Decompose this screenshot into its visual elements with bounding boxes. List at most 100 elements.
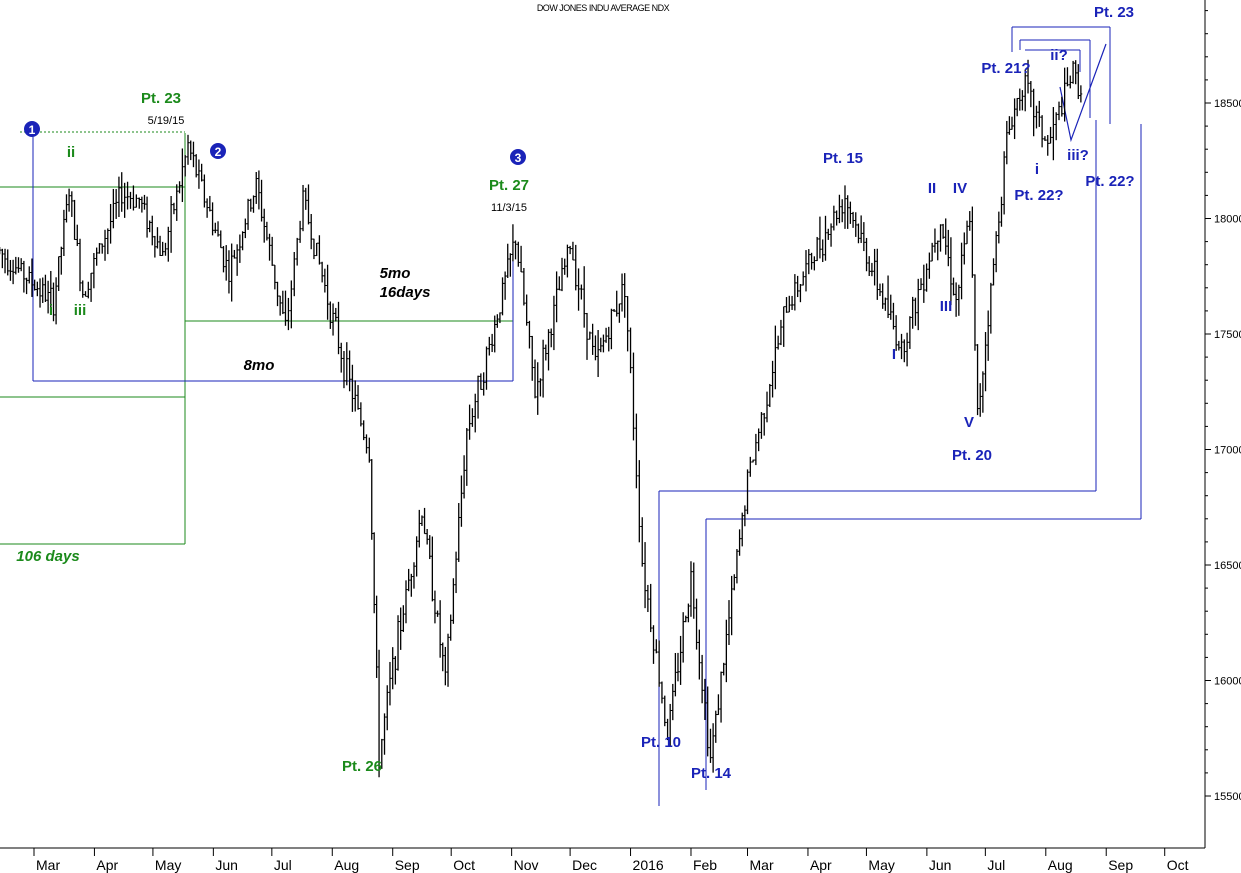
price-bar <box>348 350 352 392</box>
price-bar <box>175 184 179 221</box>
price-bar <box>676 652 680 682</box>
price-bar <box>623 273 627 318</box>
price-bar <box>815 236 819 262</box>
price-bar <box>503 271 507 300</box>
price-bar <box>433 590 437 624</box>
price-bar <box>137 197 141 209</box>
price-bar <box>799 283 802 303</box>
price-bar <box>169 196 173 253</box>
price-bar <box>922 264 926 303</box>
price-bar <box>180 148 184 203</box>
price-bar <box>686 603 690 623</box>
price-bar <box>17 257 20 273</box>
price-bar <box>189 140 193 161</box>
price-bar <box>765 391 769 423</box>
x-tick-label: Sep <box>1108 857 1133 873</box>
price-bar <box>222 246 225 273</box>
label-date-pt27: 11/3/15 <box>491 202 527 214</box>
price-bar <box>485 346 488 390</box>
price-bar <box>925 263 928 292</box>
price-bar <box>626 296 630 352</box>
price-bar <box>243 218 247 239</box>
price-bar <box>900 333 903 360</box>
price-bar <box>981 371 985 413</box>
price-bar <box>441 642 445 672</box>
price-bar <box>637 460 641 543</box>
price-bar <box>585 312 589 360</box>
price-bar <box>0 248 4 269</box>
price-bar <box>183 155 187 177</box>
price-bar <box>717 694 720 716</box>
price-bar <box>457 503 461 562</box>
price-bar <box>620 273 624 312</box>
price-bar <box>238 234 242 263</box>
price-bar <box>375 595 379 678</box>
y-tick-label: 15500 <box>1214 791 1241 803</box>
price-bar <box>522 267 526 306</box>
price-bar <box>161 241 165 256</box>
price-bar <box>200 163 204 182</box>
price-bar <box>663 695 667 727</box>
x-tick-label: Aug <box>1048 857 1073 873</box>
price-bar <box>544 344 548 361</box>
price-bar <box>211 202 214 236</box>
price-bar <box>44 274 47 303</box>
wave-iii-question: iii? <box>1067 147 1089 164</box>
price-bar <box>1079 85 1083 103</box>
price-bar <box>334 307 338 322</box>
price-bar <box>70 191 74 217</box>
price-bar <box>668 703 672 746</box>
price-bar <box>490 333 494 353</box>
price-bar <box>246 198 250 230</box>
price-bar <box>156 227 159 249</box>
price-bar <box>1066 67 1069 87</box>
price-bar <box>372 532 376 614</box>
price-bar <box>270 236 274 266</box>
price-bar <box>331 303 335 336</box>
price-bar <box>493 315 497 353</box>
price-bar <box>202 174 206 208</box>
x-tick-label: Dec <box>572 857 597 873</box>
price-bar <box>992 258 995 286</box>
price-bar <box>388 661 392 706</box>
price-bar <box>968 211 972 231</box>
price-bar <box>610 308 613 350</box>
price-bar <box>393 656 397 685</box>
price-bar <box>443 646 447 686</box>
price-bar <box>276 281 279 307</box>
price-bar <box>936 240 940 261</box>
price-bar <box>952 277 955 296</box>
price-bar <box>320 261 324 283</box>
price-bar <box>301 184 305 232</box>
price-bar <box>976 344 979 416</box>
price-bar <box>501 277 504 316</box>
price-bar <box>33 279 37 291</box>
price-bar <box>35 281 39 297</box>
price-bar <box>549 328 553 348</box>
price-bar <box>192 141 195 168</box>
price-bar <box>902 339 906 363</box>
price-bar <box>471 408 474 427</box>
price-bar <box>465 428 469 486</box>
price-bar <box>754 433 758 466</box>
price-bar <box>1023 69 1027 112</box>
svg-text:2: 2 <box>215 145 222 159</box>
price-bar <box>796 275 800 298</box>
price-bar <box>186 134 190 165</box>
price-bar <box>287 297 290 331</box>
price-bar <box>883 297 887 311</box>
price-bar <box>106 228 110 255</box>
price-bar <box>446 633 450 687</box>
price-bar <box>132 185 135 211</box>
price-bar <box>123 182 127 218</box>
price-bar <box>134 194 138 208</box>
price-bar <box>894 315 898 351</box>
price-bar <box>514 240 517 260</box>
price-bar <box>804 250 808 292</box>
price-bar <box>525 294 529 326</box>
price-bar <box>126 181 129 210</box>
price-bar <box>829 223 833 247</box>
price-bar <box>423 507 426 535</box>
price-bar <box>582 266 586 328</box>
price-bar <box>930 242 934 262</box>
